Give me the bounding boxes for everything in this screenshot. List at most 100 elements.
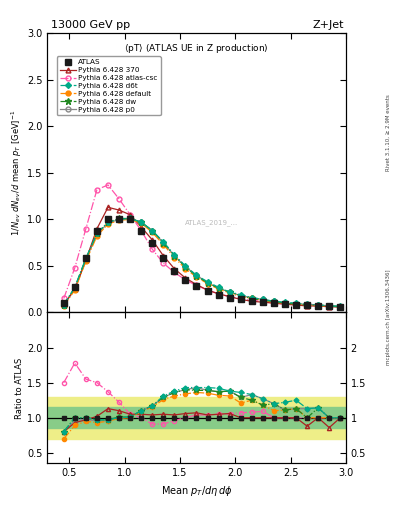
Pythia 6.428 370	[106, 204, 110, 210]
Pythia 6.428 atlas-csc	[106, 182, 110, 188]
Pythia 6.428 d6t	[316, 302, 321, 308]
Pythia 6.428 atlas-csc	[139, 227, 143, 233]
Pythia 6.428 d6t	[183, 263, 188, 269]
ATLAS	[117, 217, 121, 223]
Pythia 6.428 default	[250, 295, 254, 302]
Text: 13000 GeV pp: 13000 GeV pp	[51, 19, 130, 30]
Pythia 6.428 p0	[84, 257, 88, 263]
Pythia 6.428 atlas-csc	[305, 302, 309, 308]
Pythia 6.428 p0	[172, 252, 177, 259]
Pythia 6.428 default	[84, 258, 88, 264]
Pythia 6.428 p0	[261, 296, 265, 303]
Pythia 6.428 dw	[227, 289, 232, 295]
Pythia 6.428 atlas-csc	[72, 265, 77, 271]
Pythia 6.428 default	[227, 290, 232, 296]
Pythia 6.428 370	[327, 304, 332, 310]
Pythia 6.428 atlas-csc	[183, 277, 188, 283]
Pythia 6.428 p0	[272, 298, 276, 304]
Pythia 6.428 p0	[95, 231, 99, 238]
Pythia 6.428 atlas-csc	[261, 298, 265, 304]
Text: $\langle$pT$\rangle$ (ATLAS UE in Z production): $\langle$pT$\rangle$ (ATLAS UE in Z prod…	[124, 41, 269, 55]
Pythia 6.428 370	[72, 286, 77, 292]
Pythia 6.428 default	[272, 299, 276, 305]
Pythia 6.428 p0	[294, 301, 298, 307]
Pythia 6.428 370	[84, 257, 88, 263]
ATLAS	[106, 217, 110, 223]
Pythia 6.428 370	[283, 301, 287, 307]
ATLAS	[205, 288, 210, 294]
Pythia 6.428 default	[316, 303, 321, 309]
Pythia 6.428 370	[227, 293, 232, 300]
Pythia 6.428 dw	[161, 240, 166, 246]
Pythia 6.428 atlas-csc	[128, 211, 132, 218]
ATLAS	[305, 302, 309, 308]
Pythia 6.428 default	[161, 242, 166, 248]
Pythia 6.428 atlas-csc	[205, 287, 210, 293]
Pythia 6.428 d6t	[294, 300, 298, 306]
Pythia 6.428 d6t	[128, 216, 132, 222]
Text: Z+Jet: Z+Jet	[312, 19, 344, 30]
Pythia 6.428 default	[95, 233, 99, 239]
Pythia 6.428 d6t	[272, 298, 276, 304]
Pythia 6.428 dw	[261, 297, 265, 304]
Pythia 6.428 dw	[95, 230, 99, 237]
Pythia 6.428 d6t	[161, 239, 166, 245]
Pythia 6.428 370	[139, 224, 143, 230]
Pythia 6.428 dw	[327, 303, 332, 309]
Pythia 6.428 p0	[305, 301, 309, 307]
Pythia 6.428 default	[61, 303, 66, 309]
Pythia 6.428 atlas-csc	[61, 295, 66, 302]
Pythia 6.428 atlas-csc	[250, 297, 254, 304]
Pythia 6.428 370	[61, 302, 66, 308]
Pythia 6.428 d6t	[72, 284, 77, 290]
ATLAS	[338, 304, 343, 310]
ATLAS	[194, 283, 199, 289]
Pythia 6.428 p0	[128, 216, 132, 222]
Pythia 6.428 370	[294, 302, 298, 308]
Pythia 6.428 dw	[139, 219, 143, 225]
Pythia 6.428 default	[261, 297, 265, 304]
Pythia 6.428 p0	[106, 220, 110, 226]
Pythia 6.428 dw	[205, 280, 210, 286]
Bar	[47, 407, 346, 428]
ATLAS	[84, 255, 88, 262]
Pythia 6.428 370	[172, 266, 177, 272]
Pythia 6.428 default	[283, 300, 287, 306]
Pythia 6.428 atlas-csc	[227, 293, 232, 300]
Pythia 6.428 370	[272, 300, 276, 306]
Bar	[47, 397, 346, 439]
ATLAS	[283, 301, 287, 307]
Pythia 6.428 dw	[316, 302, 321, 308]
Pythia 6.428 default	[338, 304, 343, 310]
ATLAS	[150, 240, 154, 246]
Pythia 6.428 atlas-csc	[272, 300, 276, 306]
Pythia 6.428 d6t	[261, 296, 265, 303]
Pythia 6.428 default	[205, 281, 210, 287]
Pythia 6.428 370	[338, 304, 343, 310]
Line: ATLAS: ATLAS	[61, 217, 343, 310]
Pythia 6.428 default	[239, 293, 243, 300]
Pythia 6.428 atlas-csc	[150, 246, 154, 252]
Pythia 6.428 atlas-csc	[161, 260, 166, 266]
Pythia 6.428 dw	[117, 216, 121, 222]
Pythia 6.428 dw	[183, 264, 188, 270]
Pythia 6.428 dw	[272, 298, 276, 304]
ATLAS	[294, 302, 298, 308]
ATLAS	[316, 303, 321, 309]
Pythia 6.428 default	[106, 221, 110, 227]
Pythia 6.428 370	[250, 298, 254, 304]
Pythia 6.428 d6t	[227, 289, 232, 295]
Pythia 6.428 atlas-csc	[316, 303, 321, 309]
Pythia 6.428 370	[205, 287, 210, 293]
Pythia 6.428 p0	[283, 300, 287, 306]
Pythia 6.428 dw	[150, 227, 154, 233]
Pythia 6.428 p0	[216, 285, 221, 291]
Line: Pythia 6.428 d6t: Pythia 6.428 d6t	[62, 217, 342, 308]
Pythia 6.428 370	[239, 296, 243, 303]
Pythia 6.428 default	[194, 274, 199, 280]
Line: Pythia 6.428 370: Pythia 6.428 370	[61, 205, 343, 309]
Pythia 6.428 p0	[61, 302, 66, 308]
Pythia 6.428 default	[327, 303, 332, 309]
Pythia 6.428 370	[194, 282, 199, 288]
Pythia 6.428 dw	[61, 302, 66, 308]
